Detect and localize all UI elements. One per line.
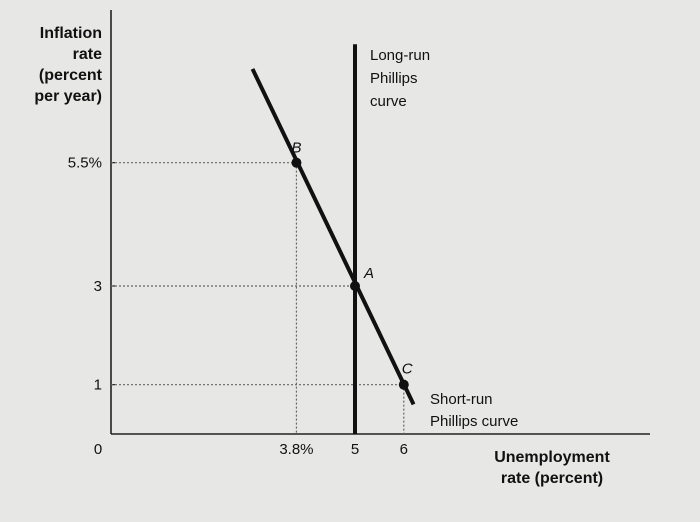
long-run-curve-label-line: curve <box>370 93 407 110</box>
data-point-a <box>350 281 360 291</box>
x-axis-title-line: Unemployment <box>494 449 610 466</box>
y-tick-label: 5.5% <box>68 155 102 172</box>
long-run-curve-label-line: Phillips <box>370 70 418 87</box>
short-run-curve-label-line: Phillips curve <box>430 413 518 430</box>
point-label-c: C <box>402 361 413 378</box>
x-tick-label: 5 <box>351 441 359 458</box>
y-axis-title-line: Inflation <box>40 25 102 42</box>
y-axis-title-line: per year) <box>34 88 102 105</box>
x-tick-label: 0 <box>94 441 102 458</box>
short-run-curve-label-line: Short-run <box>430 391 493 408</box>
short-run-phillips-curve <box>250 68 416 406</box>
x-axis-title-line: rate (percent) <box>501 470 603 487</box>
data-point-c <box>398 379 409 390</box>
x-tick-label: 3.8% <box>279 441 313 458</box>
x-tick-label: 6 <box>400 441 408 458</box>
point-label-a: A <box>363 265 374 282</box>
data-point-b <box>291 157 302 168</box>
y-axis-title-line: (percent <box>39 67 103 84</box>
point-label-b: B <box>291 140 301 157</box>
y-tick-label: 3 <box>94 278 102 295</box>
y-tick-label: 1 <box>94 377 102 394</box>
y-axis-title-line: rate <box>73 46 102 63</box>
long-run-curve-label-line: Long-run <box>370 47 430 64</box>
